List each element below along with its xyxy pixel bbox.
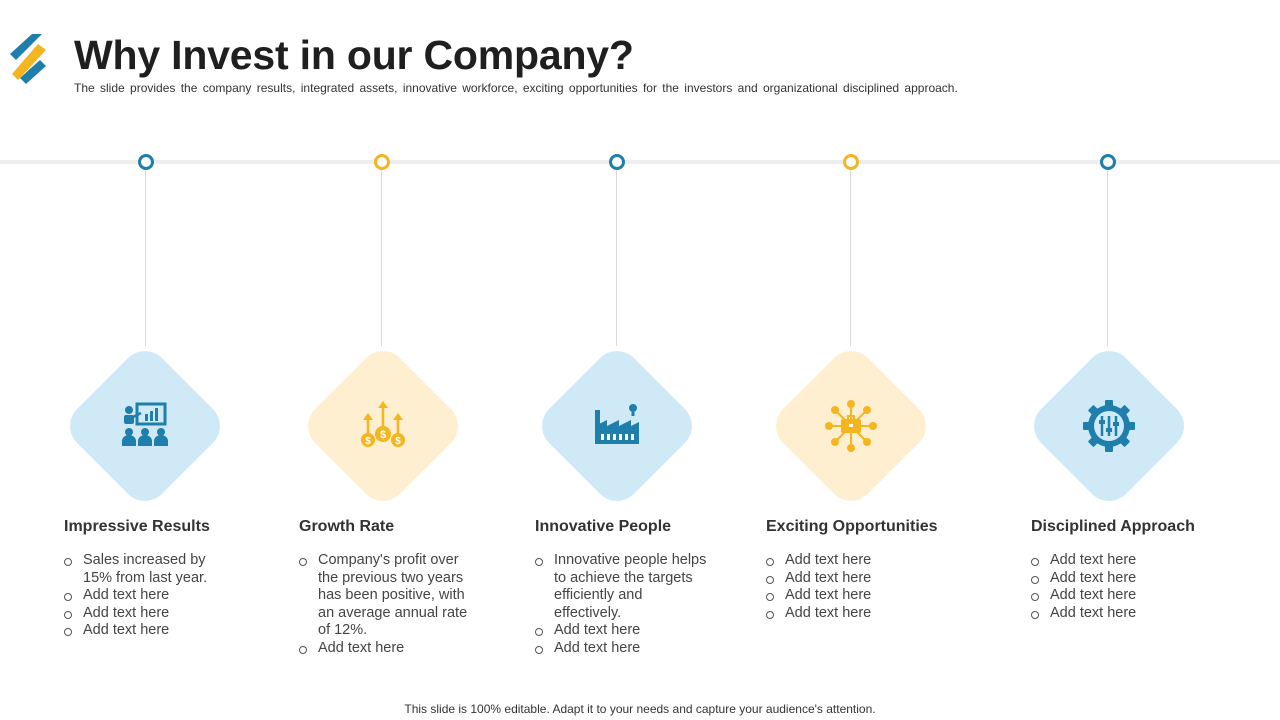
list-item: Add text here (1031, 605, 1191, 623)
card-title: Innovative People (535, 518, 672, 535)
list-item: Add text here (1031, 570, 1191, 588)
list-item: Add text here (766, 587, 926, 605)
list-item: Add text here (1031, 587, 1191, 605)
list-item: Add text here (64, 605, 224, 623)
card-title: Disciplined Approach (1031, 518, 1195, 535)
diamond-badge (532, 341, 702, 511)
svg-text:$: $ (395, 436, 401, 447)
card-title: Growth Rate (299, 518, 395, 535)
list-item: Add text here (535, 640, 710, 658)
card-title: Exciting Opportunities (766, 518, 938, 535)
timeline-marker (843, 154, 859, 170)
factory-icon (595, 404, 639, 444)
list-item: Innovative people helps to achieve the t… (535, 552, 710, 622)
page-subtitle: The slide provides the company results, … (74, 81, 958, 95)
timeline-marker (138, 154, 154, 170)
list-item: Add text here (535, 622, 710, 640)
bullet-list: Company's profit over the previous two y… (299, 552, 479, 658)
timeline-marker (1100, 154, 1116, 170)
card-title: Impressive Results (64, 518, 210, 535)
connector-line (616, 170, 617, 346)
connector-line (1107, 170, 1108, 346)
list-item: Add text here (299, 640, 479, 658)
list-item: Add text here (766, 605, 926, 623)
list-item: Add text here (64, 587, 224, 605)
footer-note: This slide is 100% editable. Adapt it to… (404, 702, 876, 716)
timeline-marker (609, 154, 625, 170)
diamond-badge (1024, 341, 1194, 511)
timeline-bar (0, 160, 1280, 164)
presentation-icon (122, 402, 168, 446)
growth-coins-icon: $ $ $ (361, 401, 405, 447)
list-item: Company's profit over the previous two y… (299, 552, 479, 640)
list-item: Add text here (766, 552, 926, 570)
company-logo (10, 34, 46, 84)
connector-line (850, 170, 851, 346)
gear-sliders-icon (1083, 400, 1135, 452)
bullet-list: Sales increased by 15% from last year. A… (64, 552, 224, 640)
list-item: Sales increased by 15% from last year. (64, 552, 224, 587)
bullet-list: Add text here Add text here Add text her… (1031, 552, 1191, 622)
svg-text:$: $ (380, 429, 386, 441)
connector-line (381, 170, 382, 346)
bullet-list: Add text here Add text here Add text her… (766, 552, 926, 622)
list-item: Add text here (64, 622, 224, 640)
timeline-marker (374, 154, 390, 170)
connector-line (145, 170, 146, 346)
diamond-badge (766, 341, 936, 511)
bullet-list: Innovative people helps to achieve the t… (535, 552, 710, 658)
diamond-badge (60, 341, 230, 511)
page-title: Why Invest in our Company? (74, 32, 634, 78)
network-briefcase-icon (825, 400, 877, 452)
svg-text:$: $ (365, 436, 371, 447)
diamond-badge: $ $ $ (298, 341, 468, 511)
list-item: Add text here (1031, 552, 1191, 570)
list-item: Add text here (766, 570, 926, 588)
